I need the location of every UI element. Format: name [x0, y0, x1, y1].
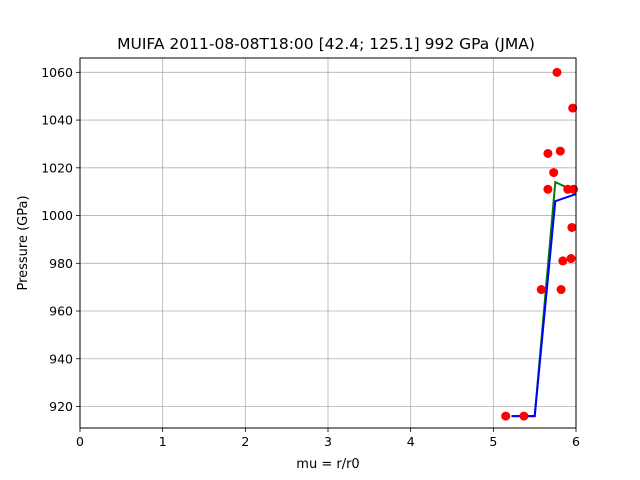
- x-tick-label: 4: [407, 434, 415, 449]
- y-axis-label: Pressure (GPa): [16, 195, 31, 290]
- data-point: [568, 103, 578, 113]
- x-tick-label: 5: [489, 434, 497, 449]
- data-point: [536, 285, 546, 295]
- data-point: [543, 148, 553, 158]
- y-tick-label: 980: [49, 256, 73, 271]
- y-tick-label: 960: [49, 304, 73, 319]
- y-tick-label: 1020: [41, 160, 73, 175]
- data-point: [566, 254, 576, 264]
- data-point: [549, 168, 559, 178]
- y-tick-label: 1040: [41, 113, 73, 128]
- data-point: [569, 184, 579, 194]
- x-tick-label: 3: [324, 434, 332, 449]
- data-point: [543, 184, 553, 194]
- x-tick-label: 1: [159, 434, 167, 449]
- y-tick-label: 920: [49, 399, 73, 414]
- x-tick-label: 0: [76, 434, 84, 449]
- y-tick-label: 1060: [41, 65, 73, 80]
- y-tick-label: 1000: [41, 208, 73, 223]
- x-tick-label: 2: [241, 434, 249, 449]
- data-point: [519, 411, 529, 421]
- data-point: [555, 146, 565, 156]
- data-point: [558, 256, 568, 266]
- x-tick-label: 6: [572, 434, 580, 449]
- data-point: [556, 285, 566, 295]
- y-tick-label: 940: [49, 351, 73, 366]
- y-axis: 920 940 960 980 1000 1020 1040 1060: [41, 65, 80, 414]
- x-axis: 0 1 2 3 4 5 6: [76, 428, 580, 449]
- x-axis-label: mu = r/r0: [296, 457, 359, 472]
- data-point: [501, 411, 511, 421]
- data-point: [552, 67, 562, 77]
- data-point: [567, 222, 577, 232]
- grid: [79, 58, 577, 428]
- chart-title: MUIFA 2011-08-08T18:00 [42.4; 125.1] 992…: [117, 35, 535, 53]
